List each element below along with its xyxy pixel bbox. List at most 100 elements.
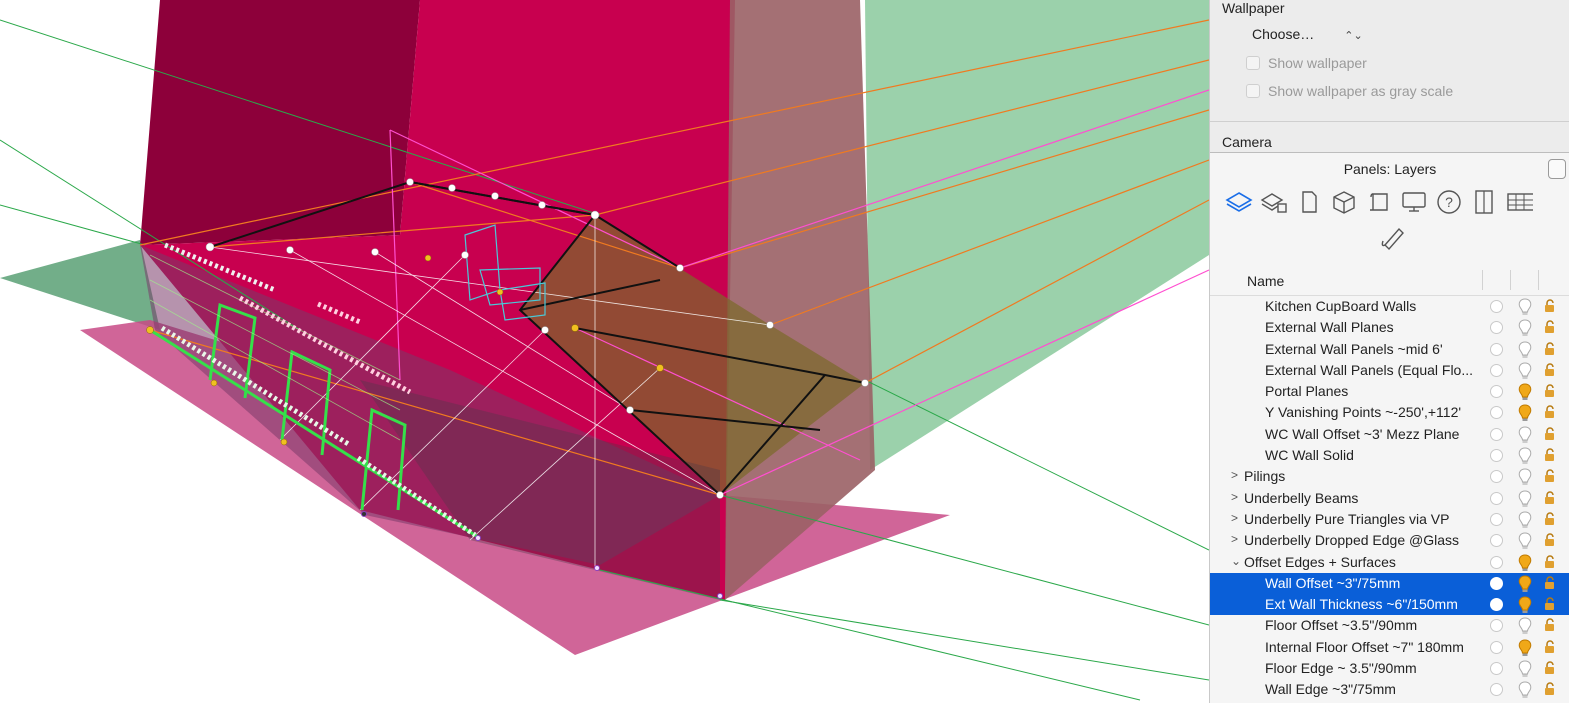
panel-options-button[interactable] (1548, 159, 1566, 179)
lightbulb-off-icon[interactable] (1516, 297, 1534, 317)
lightbulb-on-icon[interactable] (1516, 553, 1534, 573)
lock-icon[interactable] (1543, 682, 1557, 696)
layer-row[interactable]: Internal Floor Offset ~7" 180mm (1210, 637, 1569, 658)
chevron-right-icon[interactable]: > (1231, 511, 1238, 525)
layer-row[interactable]: Wall Edge ~3"/75mm (1210, 679, 1569, 700)
lock-icon[interactable] (1543, 320, 1557, 334)
active-layer-radio[interactable] (1490, 683, 1503, 696)
chevron-right-icon[interactable]: > (1231, 532, 1238, 546)
lightbulb-on-icon[interactable] (1516, 638, 1534, 658)
3d-viewport[interactable] (0, 0, 1209, 703)
layer-row[interactable]: Portal Planes (1210, 381, 1569, 402)
lock-icon[interactable] (1543, 427, 1557, 441)
show-wallpaper-checkbox[interactable]: Show wallpaper (1246, 55, 1367, 71)
lock-icon[interactable] (1543, 363, 1557, 377)
lightbulb-off-icon[interactable] (1516, 659, 1534, 679)
layer-row[interactable]: Floor Offset ~3.5"/90mm (1210, 615, 1569, 636)
lock-icon[interactable] (1543, 299, 1557, 313)
active-layer-radio[interactable] (1490, 470, 1503, 483)
active-layer-radio[interactable] (1490, 492, 1503, 505)
layers-icon[interactable] (1224, 187, 1254, 217)
lock-icon[interactable] (1543, 384, 1557, 398)
active-layer-radio[interactable] (1490, 513, 1503, 526)
layer-groups-icon[interactable] (1259, 187, 1289, 217)
active-layer-radio[interactable] (1490, 343, 1503, 356)
active-layer-radio[interactable] (1490, 598, 1503, 611)
cube-icon[interactable] (1329, 187, 1359, 217)
checkbox-box[interactable] (1246, 56, 1260, 70)
active-layer-radio[interactable] (1490, 556, 1503, 569)
layer-row[interactable]: > Underbelly Beams (1210, 488, 1569, 509)
lightbulb-off-icon[interactable] (1516, 680, 1534, 700)
door-icon[interactable] (1469, 187, 1499, 217)
monitor-icon[interactable] (1399, 187, 1429, 217)
lock-icon[interactable] (1543, 491, 1557, 505)
lock-icon[interactable] (1543, 661, 1557, 675)
lock-icon[interactable] (1543, 597, 1557, 611)
lightbulb-off-icon[interactable] (1516, 531, 1534, 551)
lightbulb-on-icon[interactable] (1516, 595, 1534, 615)
active-layer-radio[interactable] (1490, 619, 1503, 632)
help-icon[interactable]: ? (1434, 187, 1464, 217)
active-layer-radio[interactable] (1490, 428, 1503, 441)
model-drawing[interactable] (0, 0, 1209, 703)
lightbulb-off-icon[interactable] (1516, 616, 1534, 636)
active-layer-radio[interactable] (1490, 577, 1503, 590)
layer-row[interactable]: External Wall Planes (1210, 317, 1569, 338)
layer-row[interactable]: Ext Wall Thickness ~6"/150mm (1210, 594, 1569, 615)
layer-row[interactable]: ⌄ Offset Edges + Surfaces (1210, 552, 1569, 573)
active-layer-radio[interactable] (1490, 321, 1503, 334)
lightbulb-on-icon[interactable] (1516, 382, 1534, 402)
active-layer-radio[interactable] (1490, 641, 1503, 654)
lock-icon[interactable] (1543, 342, 1557, 356)
active-layer-radio[interactable] (1490, 364, 1503, 377)
camera-section-title[interactable]: Camera (1222, 134, 1272, 150)
layer-row[interactable]: WC Wall Solid (1210, 445, 1569, 466)
active-layer-radio[interactable] (1490, 449, 1503, 462)
active-layer-radio[interactable] (1490, 385, 1503, 398)
show-grayscale-checkbox[interactable]: Show wallpaper as gray scale (1246, 83, 1453, 99)
lock-icon[interactable] (1543, 469, 1557, 483)
layer-row[interactable]: WC Wall Offset ~3' Mezz Plane (1210, 424, 1569, 445)
lightbulb-off-icon[interactable] (1516, 425, 1534, 445)
lock-icon[interactable] (1543, 405, 1557, 419)
lock-icon[interactable] (1543, 512, 1557, 526)
layer-row[interactable]: Kitchen CupBoard Walls (1210, 296, 1569, 317)
lightbulb-off-icon[interactable] (1516, 510, 1534, 530)
lightbulb-off-icon[interactable] (1516, 446, 1534, 466)
chevron-right-icon[interactable]: > (1231, 468, 1238, 482)
lock-icon[interactable] (1543, 618, 1557, 632)
lightbulb-off-icon[interactable] (1516, 489, 1534, 509)
active-layer-radio[interactable] (1490, 300, 1503, 313)
tube-icon[interactable] (1379, 223, 1409, 253)
layer-row[interactable]: Wall Offset ~3"/75mm (1210, 573, 1569, 594)
lock-icon[interactable] (1543, 640, 1557, 654)
active-layer-radio[interactable] (1490, 662, 1503, 675)
lightbulb-off-icon[interactable] (1516, 340, 1534, 360)
lock-icon[interactable] (1543, 533, 1557, 547)
lightbulb-on-icon[interactable] (1516, 403, 1534, 423)
chevron-right-icon[interactable]: > (1231, 490, 1238, 504)
name-column-header[interactable]: Name (1247, 273, 1284, 289)
checkbox-box[interactable] (1246, 84, 1260, 98)
layer-row[interactable]: > Underbelly Pure Triangles via VP (1210, 509, 1569, 530)
chevron-down-icon[interactable]: ⌄ (1231, 554, 1241, 568)
layer-row[interactable]: Floor Edge ~ 3.5"/90mm (1210, 658, 1569, 679)
active-layer-radio[interactable] (1490, 406, 1503, 419)
lock-icon[interactable] (1543, 555, 1557, 569)
page-icon[interactable] (1294, 187, 1324, 217)
lightbulb-on-icon[interactable] (1516, 574, 1534, 594)
layer-row[interactable]: External Wall Panels ~mid 6' (1210, 339, 1569, 360)
active-layer-radio[interactable] (1490, 534, 1503, 547)
layer-row[interactable]: Y Vanishing Points ~-250',+112' (1210, 402, 1569, 423)
lightbulb-off-icon[interactable] (1516, 361, 1534, 381)
wallpaper-choose-dropdown[interactable]: Choose… ⌃⌄ (1252, 26, 1363, 42)
lightbulb-off-icon[interactable] (1516, 467, 1534, 487)
layer-row[interactable]: > Underbelly Dropped Edge @Glass (1210, 530, 1569, 551)
layer-row[interactable]: External Wall Panels (Equal Flo... (1210, 360, 1569, 381)
lock-icon[interactable] (1543, 448, 1557, 462)
layer-list[interactable]: Kitchen CupBoard Walls External Wall Plan… (1210, 296, 1569, 701)
lightbulb-off-icon[interactable] (1516, 318, 1534, 338)
grid-icon[interactable] (1504, 187, 1534, 217)
lock-icon[interactable] (1543, 576, 1557, 590)
